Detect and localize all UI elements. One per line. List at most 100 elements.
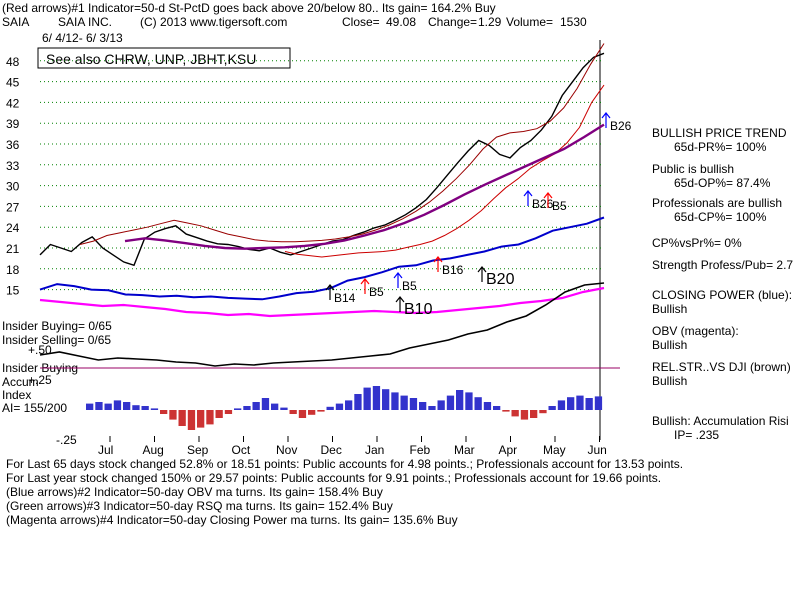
x-tick-label: Sep [187, 443, 209, 457]
signal-label: B16 [442, 263, 464, 277]
op-value: 65d-OP%= 87.4% [674, 176, 771, 190]
accum-bar [530, 410, 538, 418]
y-tick-label: 45 [6, 76, 20, 90]
accum-bar [354, 394, 362, 410]
series-line-upper-band [79, 43, 605, 245]
accum-bar [363, 387, 371, 410]
signal-label: B14 [334, 291, 356, 305]
pros-status: Professionals are bullish [652, 196, 783, 210]
y-tick-label: 18 [6, 263, 20, 277]
y-tick-label: 36 [6, 138, 20, 152]
change-label: Change= [428, 15, 477, 29]
close-label: Close= [342, 15, 380, 29]
accum-bar [446, 395, 455, 410]
accum-bar [548, 406, 556, 410]
accum-bar [585, 398, 593, 410]
gridlines [40, 60, 604, 291]
accum-bar [206, 410, 214, 425]
footer-line-3: (Blue arrows)#2 Indicator=50-day OBV ma … [6, 485, 383, 499]
footer-line-2: For Last year stock changed 150% or 29.5… [6, 471, 662, 485]
accum-bar [234, 408, 242, 410]
accum-risi: Bullish: Accumulation Risi [652, 414, 789, 428]
x-tick-label: Nov [276, 443, 297, 457]
signal-arrow-head [477, 266, 487, 273]
accum-bar [298, 410, 307, 418]
accum-bar [215, 410, 223, 418]
accum-bar [280, 407, 288, 410]
accum-bar [261, 398, 270, 410]
accum-bar [400, 395, 408, 410]
accum-bar [289, 410, 297, 414]
accum-bar [132, 405, 140, 410]
signal-arrow-head [395, 296, 405, 303]
accum-bar [372, 386, 381, 410]
accum-bar [391, 392, 399, 410]
ip-value: IP= .235 [674, 428, 720, 442]
plus50-label: +.50 [28, 343, 52, 357]
right-panel: BULLISH PRICE TREND 65d-PR%= 100% Public… [652, 126, 800, 442]
footer-line-4: (Green arrows)#3 Indicator=50-day RSQ ma… [6, 499, 393, 513]
accum-bar [335, 403, 344, 410]
accum-bar [428, 406, 436, 410]
x-tick-label: Jul [98, 443, 113, 457]
insider-buying-text: Insider Buying= 0/65 [2, 319, 112, 333]
closing-power-value: Bullish [652, 302, 688, 316]
public-status: Public is bullish [652, 162, 735, 176]
cp-value: 65d-CP%= 100% [674, 210, 767, 224]
accum-bar [520, 410, 529, 420]
index-label: Index [2, 388, 31, 402]
accum-bar [160, 410, 168, 414]
accum-bar [456, 390, 464, 410]
accum-bar [224, 410, 233, 414]
signal-arrow-head [543, 192, 553, 199]
accum-bar [86, 403, 94, 410]
y-axis-ticks: 48 45 42 39 36 33 30 27 24 21 18 15 [6, 55, 20, 298]
accum-bar [141, 406, 149, 410]
see-also-box [37, 47, 291, 69]
relstr-value: Bullish [652, 374, 688, 388]
y-tick-label: 39 [6, 117, 20, 131]
obv-label: OBV (magenta): [652, 324, 739, 338]
cpvspr: CP%vsPr%= 0% [652, 236, 742, 250]
insider-selling-text: Insider Selling= 0/65 [2, 333, 111, 347]
accum-bar [474, 397, 482, 410]
accum-bar [409, 398, 418, 410]
date-range: 6/ 4/12- 6/ 3/13 [42, 31, 123, 45]
accum-bar [493, 406, 501, 410]
accum-bar [502, 410, 510, 412]
accum-bar [345, 400, 353, 410]
accum-label: Accum [2, 375, 39, 389]
signal-arrow-head [393, 272, 403, 279]
minus25-label: -.25 [56, 433, 77, 447]
accum-bar [178, 410, 186, 426]
series-line-50-day-ma-purple- [124, 123, 605, 250]
accum-bar [113, 400, 122, 410]
indicator-line: (Red arrows)#1 Indicator=50-d St-PctD go… [2, 1, 496, 15]
copyright: (C) 2013 www.tigersoft.com [140, 15, 287, 29]
closing-power-label: CLOSING POWER (blue): [652, 288, 793, 302]
volume-value: 1530 [560, 15, 587, 29]
change-value: 1.29 [478, 15, 502, 29]
accum-bar [465, 392, 473, 410]
x-tick-label: Dec [321, 443, 342, 457]
ticker: SAIA [2, 15, 29, 29]
y-tick-label: 33 [6, 159, 20, 173]
accum-bar [539, 410, 547, 414]
signal-arrow-head [360, 278, 370, 285]
trend-title: BULLISH PRICE TREND [652, 126, 787, 140]
obv-value: Bullish [652, 338, 688, 352]
accum-bar [197, 410, 205, 428]
accum-bar [567, 397, 575, 410]
relstr-label: REL.STR..VS DJI (brown) [652, 360, 791, 374]
volume-label: Volume= [506, 15, 553, 29]
signal-label: B26 [610, 119, 632, 133]
strength: Strength Profess/Pub= 2.7 [652, 258, 794, 272]
x-axis-ticks: Jul Aug Sep Oct Nov Dec Jan Feb Mar Apr May Jun [98, 436, 607, 457]
signal-label: B5 [552, 199, 567, 213]
accum-bar [576, 395, 584, 410]
signal-arrow-head [601, 112, 611, 119]
accumulation-bars [86, 386, 603, 430]
series-lines [39, 43, 605, 367]
